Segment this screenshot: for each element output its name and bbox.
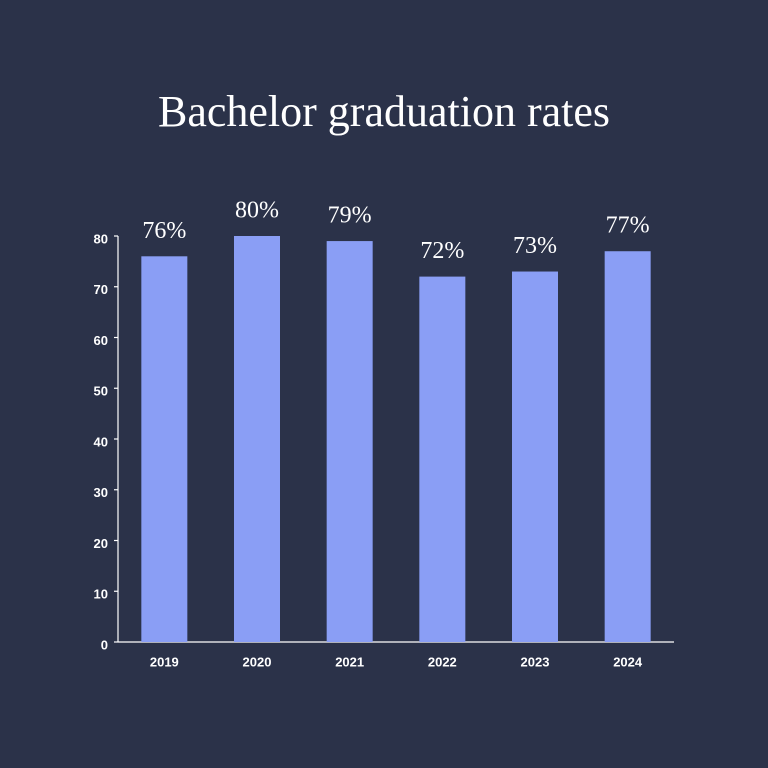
value-label: 79% <box>328 203 372 229</box>
y-tick-label: 80 <box>94 231 108 246</box>
chart-title: Bachelor graduation rates <box>158 87 610 136</box>
value-label: 76% <box>142 218 186 244</box>
x-tick-label: 2024 <box>613 654 643 669</box>
y-tick-label: 30 <box>94 485 108 500</box>
x-tick-label: 2021 <box>335 654 364 669</box>
bar <box>141 256 188 642</box>
x-tick-label: 2022 <box>428 654 457 669</box>
y-tick-label: 20 <box>94 536 108 551</box>
bar <box>419 276 466 642</box>
bar <box>512 271 558 642</box>
y-tick-label: 0 <box>101 637 108 652</box>
y-tick-label: 70 <box>94 282 108 297</box>
value-label: 77% <box>606 213 650 239</box>
x-tick-label: 2020 <box>243 654 272 669</box>
value-label: 73% <box>513 233 557 259</box>
bar <box>604 251 651 642</box>
y-tick-label: 10 <box>94 587 108 602</box>
value-label: 80% <box>235 198 279 224</box>
bar <box>326 241 373 642</box>
x-tick-label: 2019 <box>150 654 179 669</box>
y-tick-label: 50 <box>94 384 108 399</box>
y-tick-label: 40 <box>94 434 108 449</box>
bar <box>234 236 280 642</box>
x-tick-label: 2023 <box>521 654 550 669</box>
y-tick-label: 60 <box>94 333 108 348</box>
value-label: 72% <box>420 238 464 264</box>
